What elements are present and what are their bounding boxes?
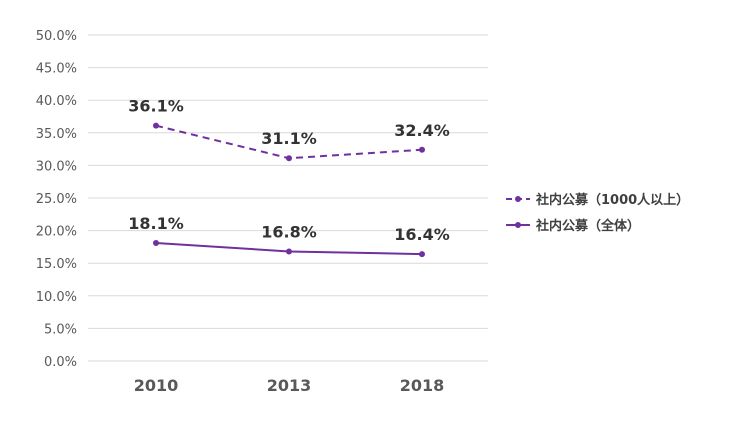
x-tick-label: 2010 [134,376,179,395]
legend-label: 社内公募（全体） [535,218,640,234]
y-tick-label: 15.0% [36,257,77,272]
data-label: 16.4% [394,225,450,244]
data-point [286,155,292,162]
legend-label: 社内公募（1000人以上） [535,192,689,208]
y-tick-label: 35.0% [36,127,77,142]
y-tick-label: 5.0% [44,322,77,337]
data-label: 31.1% [261,129,317,148]
y-tick-label: 20.0% [36,225,77,240]
y-tick-label: 40.0% [36,94,77,109]
y-tick-label: 10.0% [36,290,77,305]
y-tick-label: 30.0% [36,159,77,174]
x-tick-label: 2013 [267,376,312,395]
data-point [286,248,292,255]
data-point [419,146,425,153]
legend-marker [515,222,521,228]
legend-marker [515,196,521,202]
y-tick-label: 45.0% [36,62,77,77]
data-label: 16.8% [261,222,317,241]
y-tick-label: 25.0% [36,192,77,207]
data-label: 36.1% [128,97,184,116]
data-label: 32.4% [394,121,450,140]
data-point [153,239,159,246]
data-point [153,122,159,129]
x-tick-label: 2018 [400,376,445,395]
data-label: 18.1% [128,214,184,233]
y-tick-label: 50.0% [36,29,77,44]
y-tick-label: 0.0% [44,355,77,370]
data-point [419,251,425,258]
